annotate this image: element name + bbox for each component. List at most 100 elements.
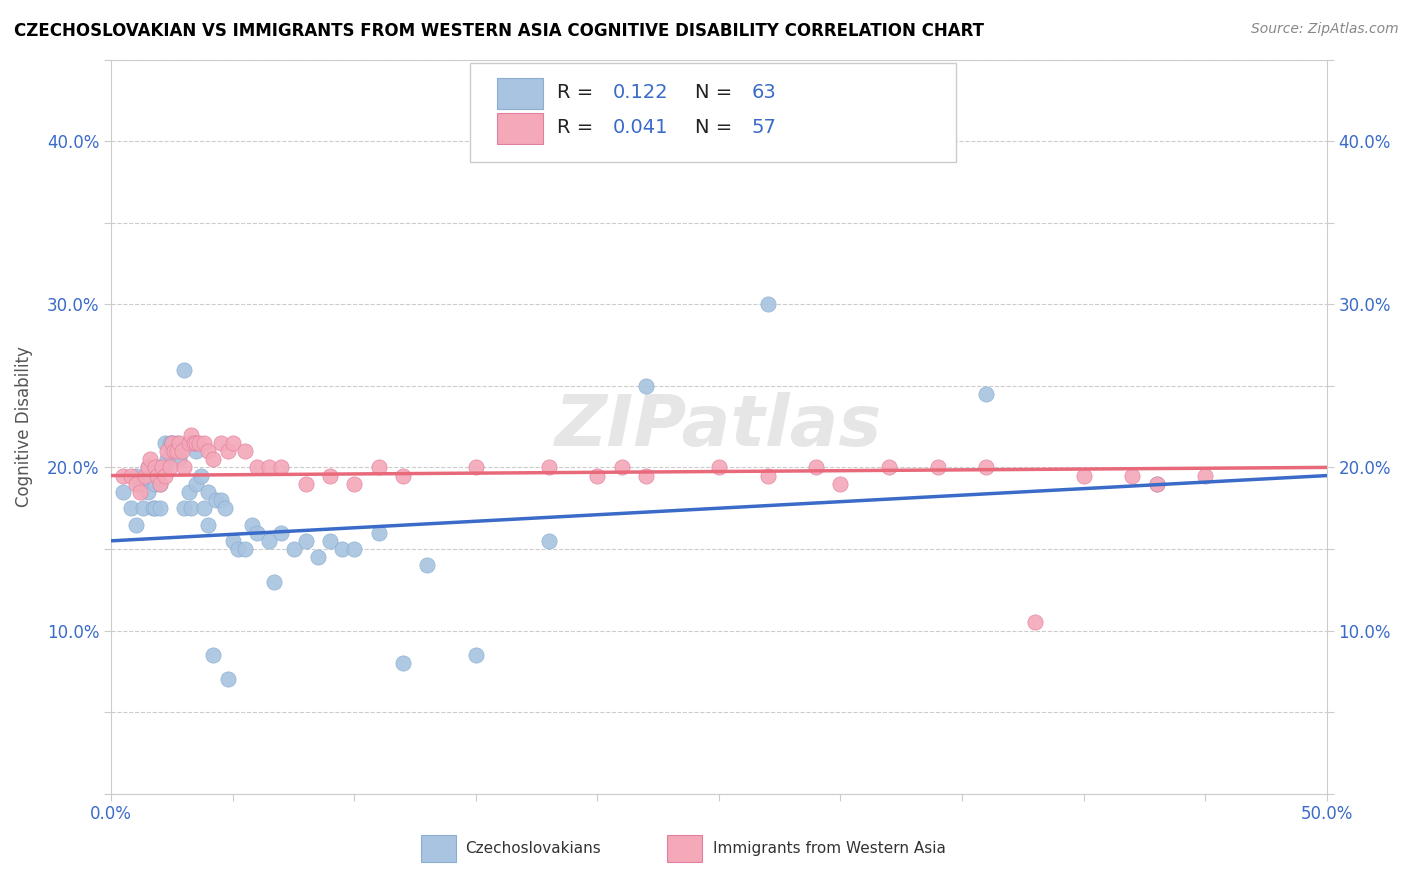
Point (163, 444, 186, 458)
Text: CZECHOSLOVAKIAN VS IMMIGRANTS FROM WESTERN ASIA COGNITIVE DISABILITY CORRELATION: CZECHOSLOVAKIAN VS IMMIGRANTS FROM WESTE… (14, 22, 984, 40)
Point (156, 452, 179, 467)
Text: ZIPatlas: ZIPatlas (555, 392, 883, 461)
Point (877, 460, 900, 475)
Point (319, 468, 342, 483)
Point (149, 476, 172, 491)
Point (163, 444, 186, 458)
Point (257, 533, 280, 548)
Point (159, 460, 181, 475)
Point (186, 436, 208, 450)
Point (134, 468, 156, 483)
FancyBboxPatch shape (470, 63, 956, 162)
Point (167, 452, 190, 467)
Point (330, 541, 353, 556)
Point (257, 460, 280, 475)
Point (217, 444, 239, 458)
Point (319, 533, 342, 548)
Y-axis label: Cognitive Disability: Cognitive Disability (15, 346, 32, 507)
Text: N =: N = (695, 83, 738, 102)
Point (634, 379, 657, 393)
Point (756, 297, 779, 311)
Point (180, 501, 202, 516)
Point (197, 444, 219, 458)
Text: 0.041: 0.041 (613, 119, 669, 137)
Point (392, 656, 415, 670)
Point (214, 501, 236, 516)
Point (1194, 468, 1216, 483)
Point (124, 476, 146, 491)
Point (537, 460, 560, 475)
Point (153, 460, 176, 475)
Point (343, 541, 366, 556)
Point (120, 468, 142, 483)
Point (186, 476, 208, 491)
Point (1146, 476, 1168, 491)
Point (1146, 476, 1168, 491)
Point (150, 460, 173, 475)
Point (307, 550, 329, 565)
Text: 63: 63 (752, 83, 776, 102)
Point (976, 387, 998, 401)
Point (173, 460, 195, 475)
Point (209, 493, 232, 508)
Point (139, 468, 162, 483)
Point (270, 525, 292, 540)
Text: Source: ZipAtlas.com: Source: ZipAtlas.com (1251, 22, 1399, 37)
Point (343, 476, 366, 491)
Point (143, 476, 166, 491)
Point (246, 525, 269, 540)
Point (173, 501, 195, 516)
Point (136, 484, 159, 499)
Point (226, 541, 249, 556)
Point (246, 460, 269, 475)
Point (222, 436, 245, 450)
Point (217, 673, 239, 687)
Point (141, 501, 163, 516)
Point (294, 476, 316, 491)
Point (367, 525, 389, 540)
Point (927, 460, 949, 475)
Text: R =: R = (557, 119, 600, 137)
Point (149, 501, 172, 516)
Point (153, 468, 176, 483)
Point (132, 501, 155, 516)
Point (976, 460, 998, 475)
Point (263, 574, 285, 589)
Point (136, 460, 159, 475)
Point (124, 517, 146, 532)
Text: Czechoslovakians: Czechoslovakians (465, 840, 602, 855)
Point (160, 436, 183, 450)
Point (166, 436, 188, 450)
Text: 0.122: 0.122 (613, 83, 669, 102)
Point (367, 460, 389, 475)
Point (167, 436, 190, 450)
Point (416, 558, 439, 573)
Point (283, 541, 305, 556)
Point (464, 648, 486, 662)
Text: 57: 57 (752, 119, 776, 137)
Point (149, 460, 172, 475)
Point (1121, 468, 1143, 483)
Point (610, 460, 633, 475)
Point (202, 452, 225, 467)
Point (153, 436, 176, 450)
Point (233, 444, 256, 458)
Point (177, 484, 200, 499)
Point (240, 517, 263, 532)
Point (129, 484, 152, 499)
Point (806, 460, 828, 475)
FancyBboxPatch shape (496, 113, 543, 144)
FancyBboxPatch shape (496, 78, 543, 109)
Point (156, 444, 179, 458)
Point (204, 493, 226, 508)
Point (166, 444, 188, 458)
Point (197, 484, 219, 499)
Point (170, 444, 193, 458)
Point (186, 444, 208, 458)
Point (146, 468, 169, 483)
Point (160, 436, 183, 450)
Point (222, 533, 245, 548)
Point (294, 533, 316, 548)
Point (177, 436, 200, 450)
Point (112, 484, 135, 499)
